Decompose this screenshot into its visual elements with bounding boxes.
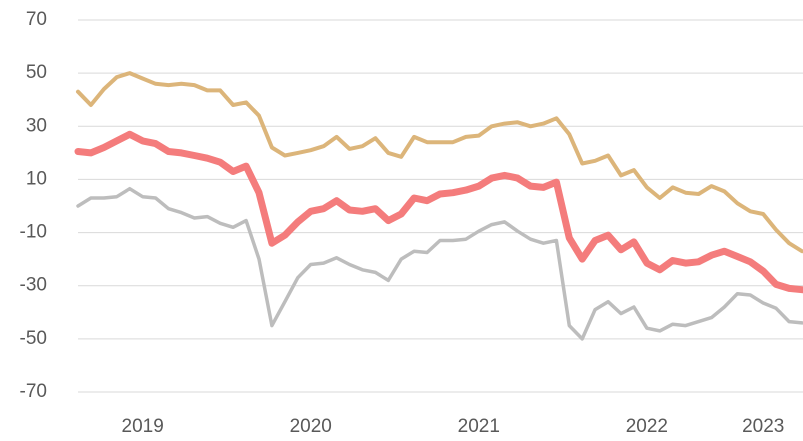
- y-tick-label: -10: [20, 222, 47, 243]
- x-tick-label: 2021: [458, 416, 500, 437]
- x-tick-label: 2019: [122, 416, 164, 437]
- y-tick-label: 50: [26, 62, 47, 83]
- x-tick-label: 2020: [290, 416, 332, 437]
- y-tick-label: -70: [20, 381, 47, 402]
- x-tick-label: 2022: [626, 416, 668, 437]
- y-tick-label: 10: [26, 168, 47, 189]
- y-tick-label: -30: [20, 275, 47, 296]
- y-tick-label: -50: [20, 328, 47, 349]
- y-tick-label: 30: [26, 115, 47, 136]
- series-line: [76, 71, 803, 254]
- x-tick-label: 2023: [742, 416, 784, 437]
- series-line: [74, 130, 803, 294]
- y-tick-label: 70: [26, 9, 47, 30]
- series-line: [76, 186, 803, 341]
